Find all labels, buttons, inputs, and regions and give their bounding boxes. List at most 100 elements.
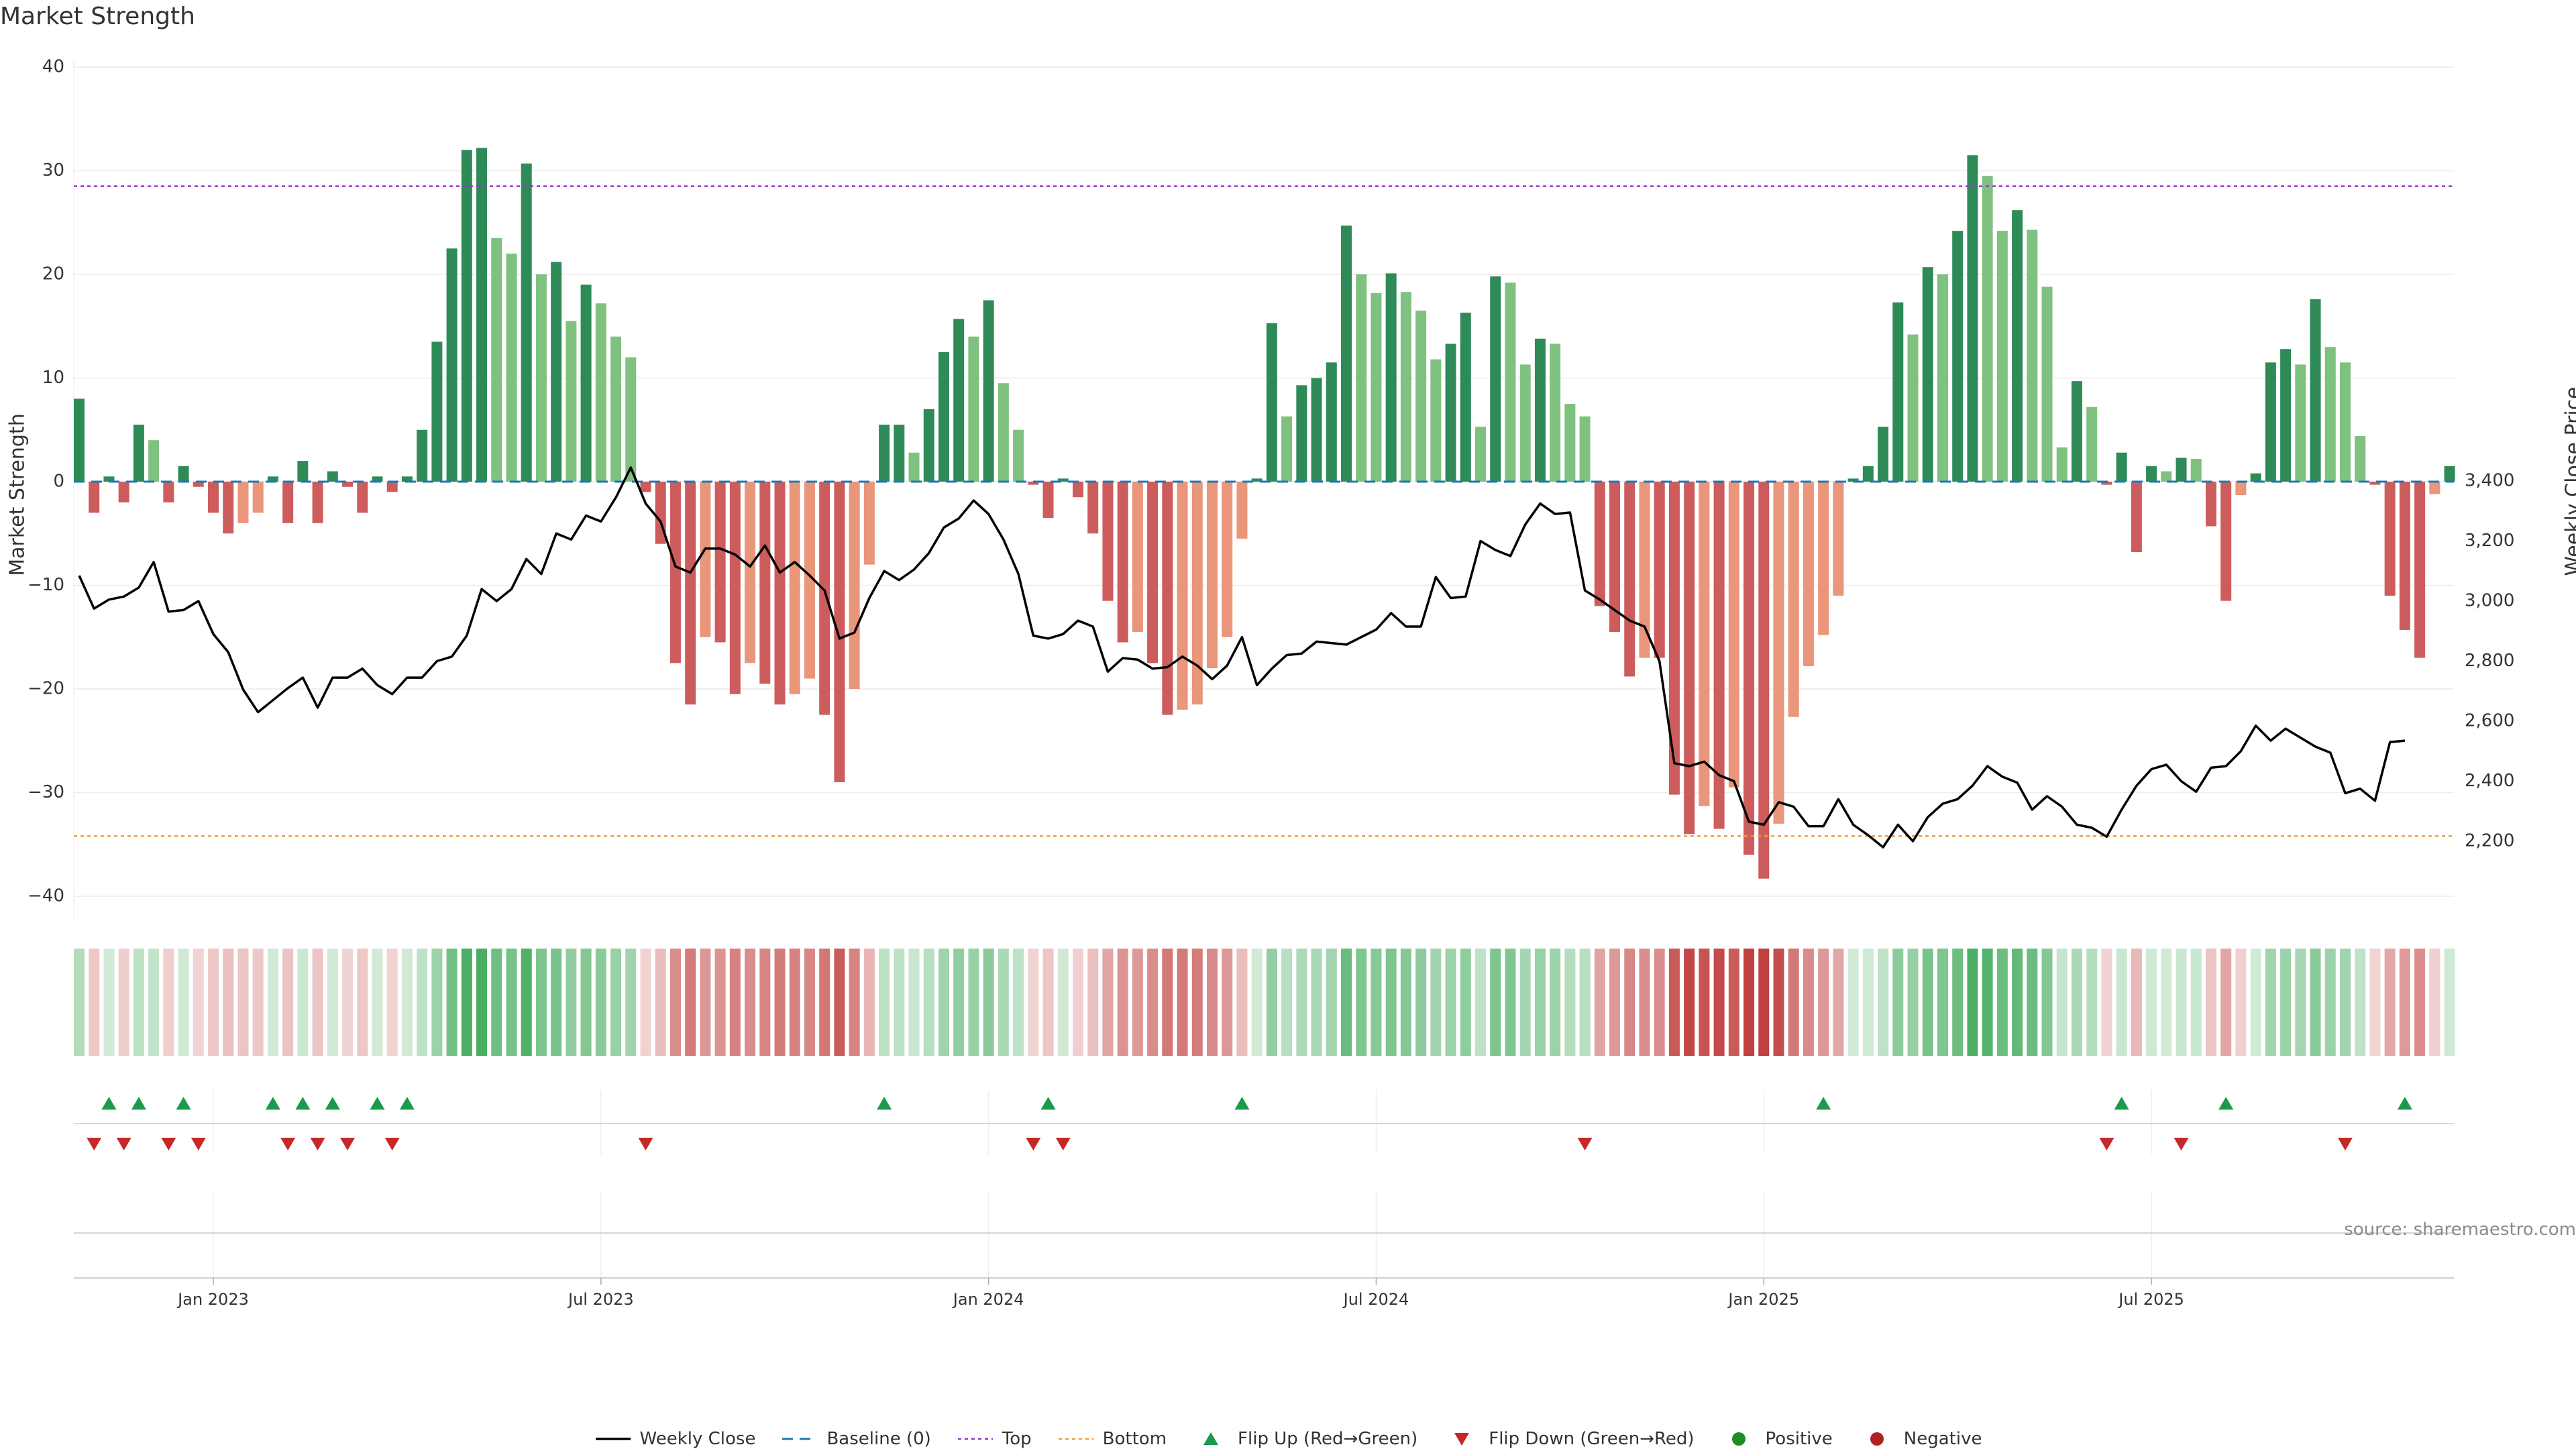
- heat-cell: [938, 949, 949, 1056]
- strength-bar: [237, 482, 249, 523]
- legend-swatch-baseline: [782, 1438, 818, 1440]
- flip-up-marker: [370, 1097, 385, 1110]
- heat-cell: [1639, 949, 1650, 1056]
- heat-cell: [1996, 949, 2008, 1056]
- heat-cell: [386, 949, 398, 1056]
- strength-bar: [2235, 482, 2247, 496]
- heat-cell: [2101, 949, 2112, 1056]
- strength-bar: [834, 482, 845, 783]
- heat-cell: [1341, 949, 1352, 1056]
- legend-item-bottom[interactable]: Bottom: [1057, 1429, 1167, 1449]
- heat-cell: [1758, 949, 1770, 1056]
- strength-bar: [1475, 427, 1487, 482]
- strength-bar: [1862, 466, 1874, 482]
- heat-cell: [1609, 949, 1621, 1056]
- flip-up-marker: [399, 1097, 415, 1110]
- heat-cell: [551, 949, 562, 1056]
- legend-label: Flip Up (Red→Green): [1238, 1429, 1418, 1449]
- strength-bar: [759, 482, 771, 684]
- strength-bar: [580, 284, 592, 482]
- weekly-close-line: [78, 466, 2406, 849]
- strength-bar: [1072, 482, 1083, 498]
- strength-bar: [1952, 231, 1964, 482]
- strength-bar: [118, 482, 129, 502]
- strength-bar: [267, 476, 278, 482]
- strength-bar: [1922, 267, 1933, 482]
- strength-bar: [2161, 471, 2172, 482]
- flip-down-marker: [1026, 1138, 1041, 1150]
- heat-cell: [2369, 949, 2381, 1056]
- strength-bar: [2056, 447, 2068, 482]
- strength-bar: [2355, 436, 2366, 482]
- strength-bar: [1728, 482, 1739, 788]
- strength-bar: [1415, 311, 1427, 482]
- strength-bar: [417, 429, 428, 482]
- heat-cell: [2146, 949, 2157, 1056]
- strength-bar: [357, 482, 368, 513]
- heat-cell: [2086, 949, 2098, 1056]
- heat-cell: [1773, 949, 1784, 1056]
- strength-bar: [312, 482, 323, 523]
- strength-bar: [2101, 482, 2112, 485]
- strength-bar: [1206, 482, 1218, 669]
- strength-bar: [1967, 155, 1978, 482]
- heat-cell: [1818, 949, 1829, 1056]
- legend-item-positive[interactable]: Positive: [1720, 1429, 1833, 1449]
- legend-item-line[interactable]: Weekly Close: [594, 1429, 755, 1449]
- heat-cell: [103, 949, 115, 1056]
- heat-cell: [401, 949, 413, 1056]
- strength-bar: [2324, 347, 2336, 482]
- heat-cell: [1117, 949, 1128, 1056]
- heat-cell: [1222, 949, 1233, 1056]
- legend-item-negative[interactable]: Negative: [1858, 1429, 1982, 1449]
- strength-bar: [1177, 482, 1188, 710]
- strength-bar: [2086, 407, 2098, 482]
- legend-swatch-flip-up: [1203, 1432, 1219, 1445]
- legend-item-flip-down[interactable]: Flip Down (Green→Red): [1443, 1429, 1695, 1449]
- strength-bar: [2116, 452, 2127, 482]
- heat-cell: [1624, 949, 1635, 1056]
- heat-cell: [1356, 949, 1367, 1056]
- legend-item-baseline[interactable]: Baseline (0): [781, 1429, 931, 1449]
- strength-bar: [1609, 482, 1621, 633]
- strength-bar: [1296, 385, 1307, 482]
- heat-cell: [357, 949, 368, 1056]
- flip-up-marker: [877, 1097, 892, 1110]
- legend-item-top[interactable]: Top: [957, 1429, 1032, 1449]
- legend-item-flip-up[interactable]: Flip Up (Red→Green): [1192, 1429, 1417, 1449]
- legend-swatch-negative: [1870, 1432, 1884, 1446]
- strength-bar: [1847, 478, 1859, 482]
- strength-bar: [2399, 482, 2410, 630]
- strength-bar: [1803, 482, 1814, 667]
- flip-up-marker: [325, 1097, 340, 1110]
- heat-cell: [2220, 949, 2232, 1056]
- heat-cell: [1907, 949, 1919, 1056]
- y-tick-label-right: 2,400: [2465, 771, 2514, 791]
- heat-cell: [2429, 949, 2440, 1056]
- strength-bar: [431, 341, 443, 482]
- strength-bar: [2280, 349, 2292, 482]
- strength-bar: [1833, 482, 1844, 596]
- flip-up-marker: [101, 1097, 117, 1110]
- strength-bar: [89, 482, 100, 513]
- strength-bar: [1624, 482, 1635, 677]
- heat-cell: [580, 949, 592, 1056]
- strength-bar: [1550, 343, 1561, 482]
- strength-bar: [1102, 482, 1114, 601]
- y-tick-label-right: 3,200: [2465, 531, 2514, 551]
- heat-cell: [983, 949, 994, 1056]
- flip-down-marker: [2099, 1138, 2114, 1150]
- flip-down-marker: [638, 1138, 653, 1150]
- strength-bar: [1266, 323, 1277, 482]
- strength-bar: [1326, 362, 1337, 482]
- flip-up-marker: [2397, 1097, 2412, 1110]
- heat-cell: [1430, 949, 1442, 1056]
- y-tick-label-left: 0: [53, 472, 64, 492]
- strength-bar: [446, 248, 458, 482]
- heat-cell: [1251, 949, 1263, 1056]
- heat-cell: [1057, 949, 1069, 1056]
- strength-bar: [953, 319, 965, 482]
- y-tick-label-right: 2,600: [2465, 711, 2514, 731]
- strength-bar: [1028, 482, 1039, 485]
- strength-bar: [968, 336, 979, 482]
